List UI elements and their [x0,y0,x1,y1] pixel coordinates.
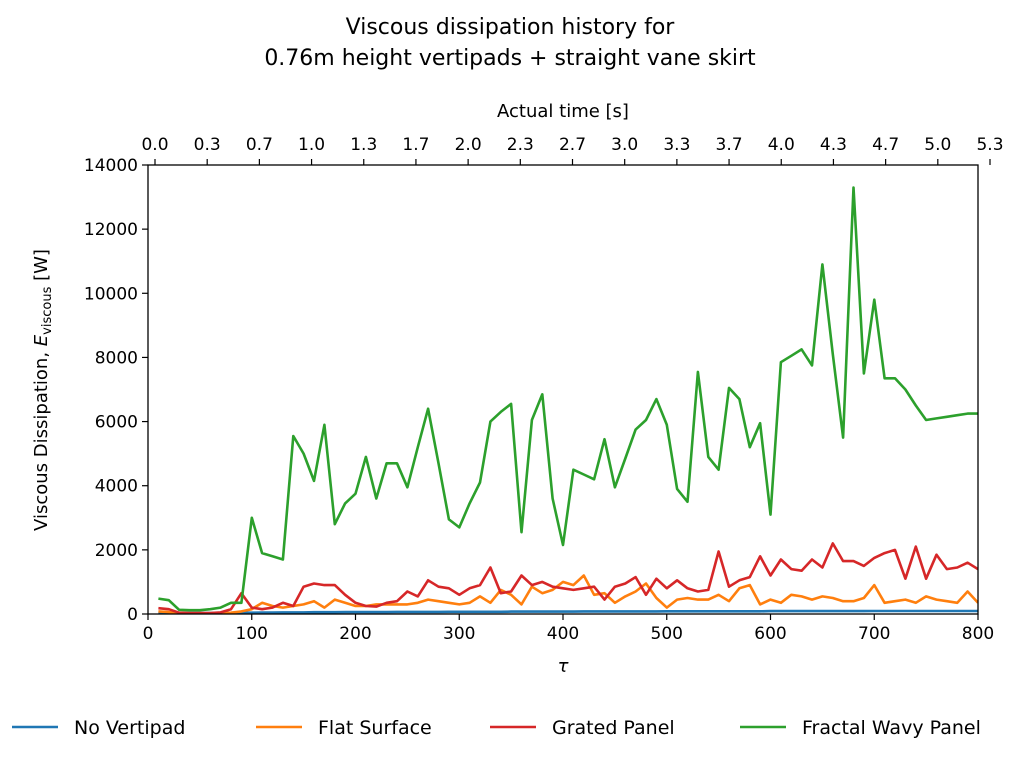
top-x-tick-label: 3.3 [663,135,690,155]
series-line-no-vertipad [158,609,978,614]
x-tick-label: 800 [962,624,994,644]
top-x-tick-label: 1.7 [402,135,429,155]
y-tick-label: 14000 [84,156,138,176]
legend: No Vertipad Flat Surface Grated Panel Fract… [12,717,981,739]
legend-label: No Vertipad [74,717,185,739]
y-tick-label: 10000 [84,284,138,304]
series-line-fractal-wavy-panel [158,186,978,612]
y-tick-label: 2000 [95,541,138,561]
top-x-tick-label: 5.0 [924,135,951,155]
y-tick-label: 6000 [95,413,138,433]
top-x-tick-label: 3.0 [611,135,638,155]
top-x-tick-label: 3.7 [716,135,743,155]
legend-label: Flat Surface [318,717,432,739]
series-line-flat-surface [158,574,978,614]
top-x-tick-label: 5.3 [976,135,1003,155]
top-x-tick-label: 0.7 [246,135,273,155]
x-tick-label: 400 [547,624,579,644]
x-tick-label: 700 [858,624,890,644]
y-tick-label: 12000 [84,220,138,240]
legend-label: Grated Panel [552,717,675,739]
x-tick-label: 0 [143,624,154,644]
legend-label: Fractal Wavy Panel [802,717,981,739]
top-x-tick-label: 0.3 [194,135,221,155]
x-tick-label: 200 [339,624,371,644]
top-x-tick-label: 1.0 [298,135,325,155]
top-x-axis-label: Actual time [s] [497,101,629,122]
top-x-tick-label: 4.7 [872,135,899,155]
y-axis-label: Viscous Dissipation, Eviscous [W] [31,249,55,531]
series-line-grated-panel [158,542,978,614]
top-x-tick-label: 4.0 [768,135,795,155]
y-tick-label: 0 [127,605,138,625]
y-tick-label: 8000 [95,348,138,368]
x-tick-label: 600 [754,624,786,644]
x-tick-label: 300 [443,624,475,644]
x-axis-label: τ [558,656,569,677]
x-tick-label: 500 [651,624,683,644]
top-x-tick-label: 0.0 [141,135,168,155]
chart-title-line2: 0.76m height vertipads + straight vane s… [264,46,756,71]
chart-title-line1: Viscous dissipation history for [346,15,676,40]
top-x-tick-label: 4.3 [820,135,847,155]
top-x-tick-label: 1.3 [350,135,377,155]
top-x-tick-label: 2.0 [455,135,482,155]
top-x-tick-label: 2.3 [507,135,534,155]
y-tick-label: 4000 [95,477,138,497]
plot-frame [147,164,979,615]
x-tick-label: 100 [236,624,268,644]
top-x-tick-label: 2.7 [559,135,586,155]
